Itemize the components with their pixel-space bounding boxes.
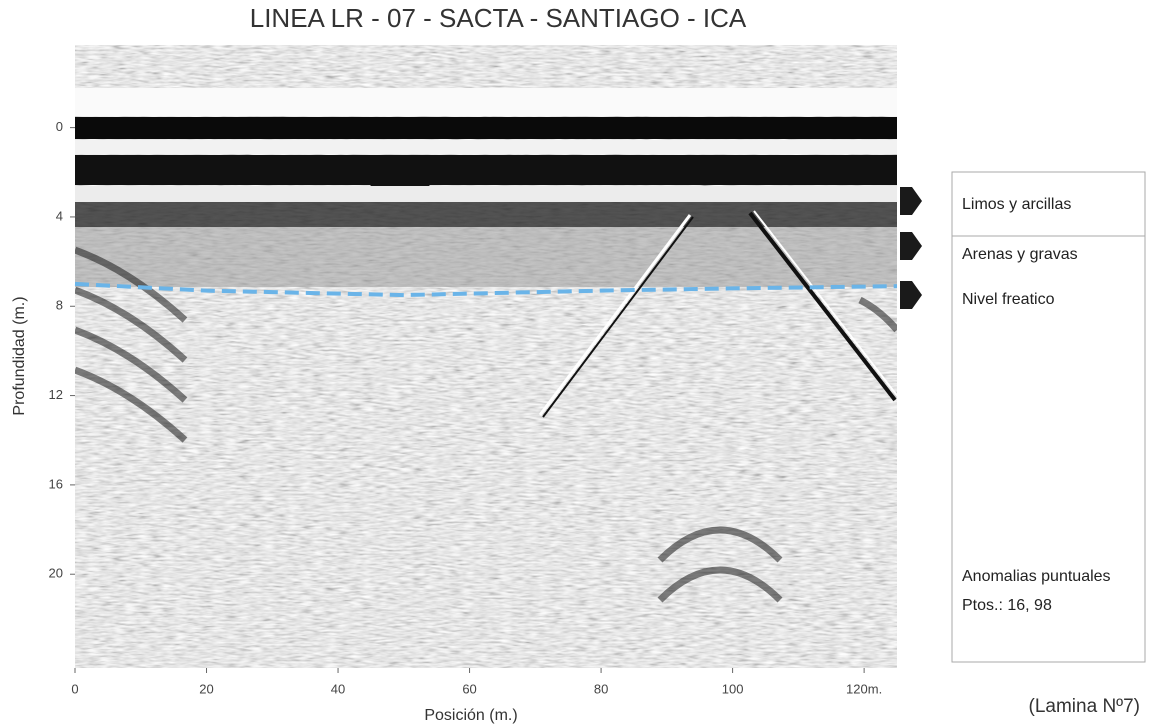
x-tick-label: 40	[331, 681, 345, 696]
y-tick-label: 20	[49, 566, 63, 581]
y-axis-label: Profundidad (m.)	[11, 296, 28, 415]
annotation: Nivel freatico	[962, 291, 1055, 308]
annotation: Limos y arcillas	[962, 196, 1071, 213]
water-table-line	[74, 281, 898, 298]
x-axis-label: Posición (m.)	[424, 707, 517, 724]
annotation: Ptos.: 16, 98	[962, 597, 1052, 614]
footer: (Lamina Nº7)	[1029, 696, 1140, 717]
arrows	[900, 187, 922, 309]
x-tick-label: 80	[594, 681, 608, 696]
x-tick-label: 60	[462, 681, 476, 696]
y-tick-label: 12	[49, 387, 63, 402]
y-tick-label: 0	[56, 119, 63, 134]
radargram-image	[75, 45, 897, 668]
x-tick-label: 20	[199, 681, 213, 696]
annotation: Anomalias puntuales	[962, 568, 1111, 585]
y-tick-label: 16	[49, 476, 63, 491]
x-tick-label: 120m.	[846, 681, 882, 696]
x-tick-label: 0	[71, 681, 78, 696]
legend-panel	[951, 171, 1146, 663]
chart-title: LINEA LR - 07 - SACTA - SANTIAGO - ICA	[250, 3, 747, 33]
annotation: Arenas y gravas	[962, 246, 1078, 263]
y-tick-label: 4	[56, 208, 63, 223]
x-tick-label: 100	[722, 681, 744, 696]
y-tick-label: 8	[56, 298, 63, 313]
